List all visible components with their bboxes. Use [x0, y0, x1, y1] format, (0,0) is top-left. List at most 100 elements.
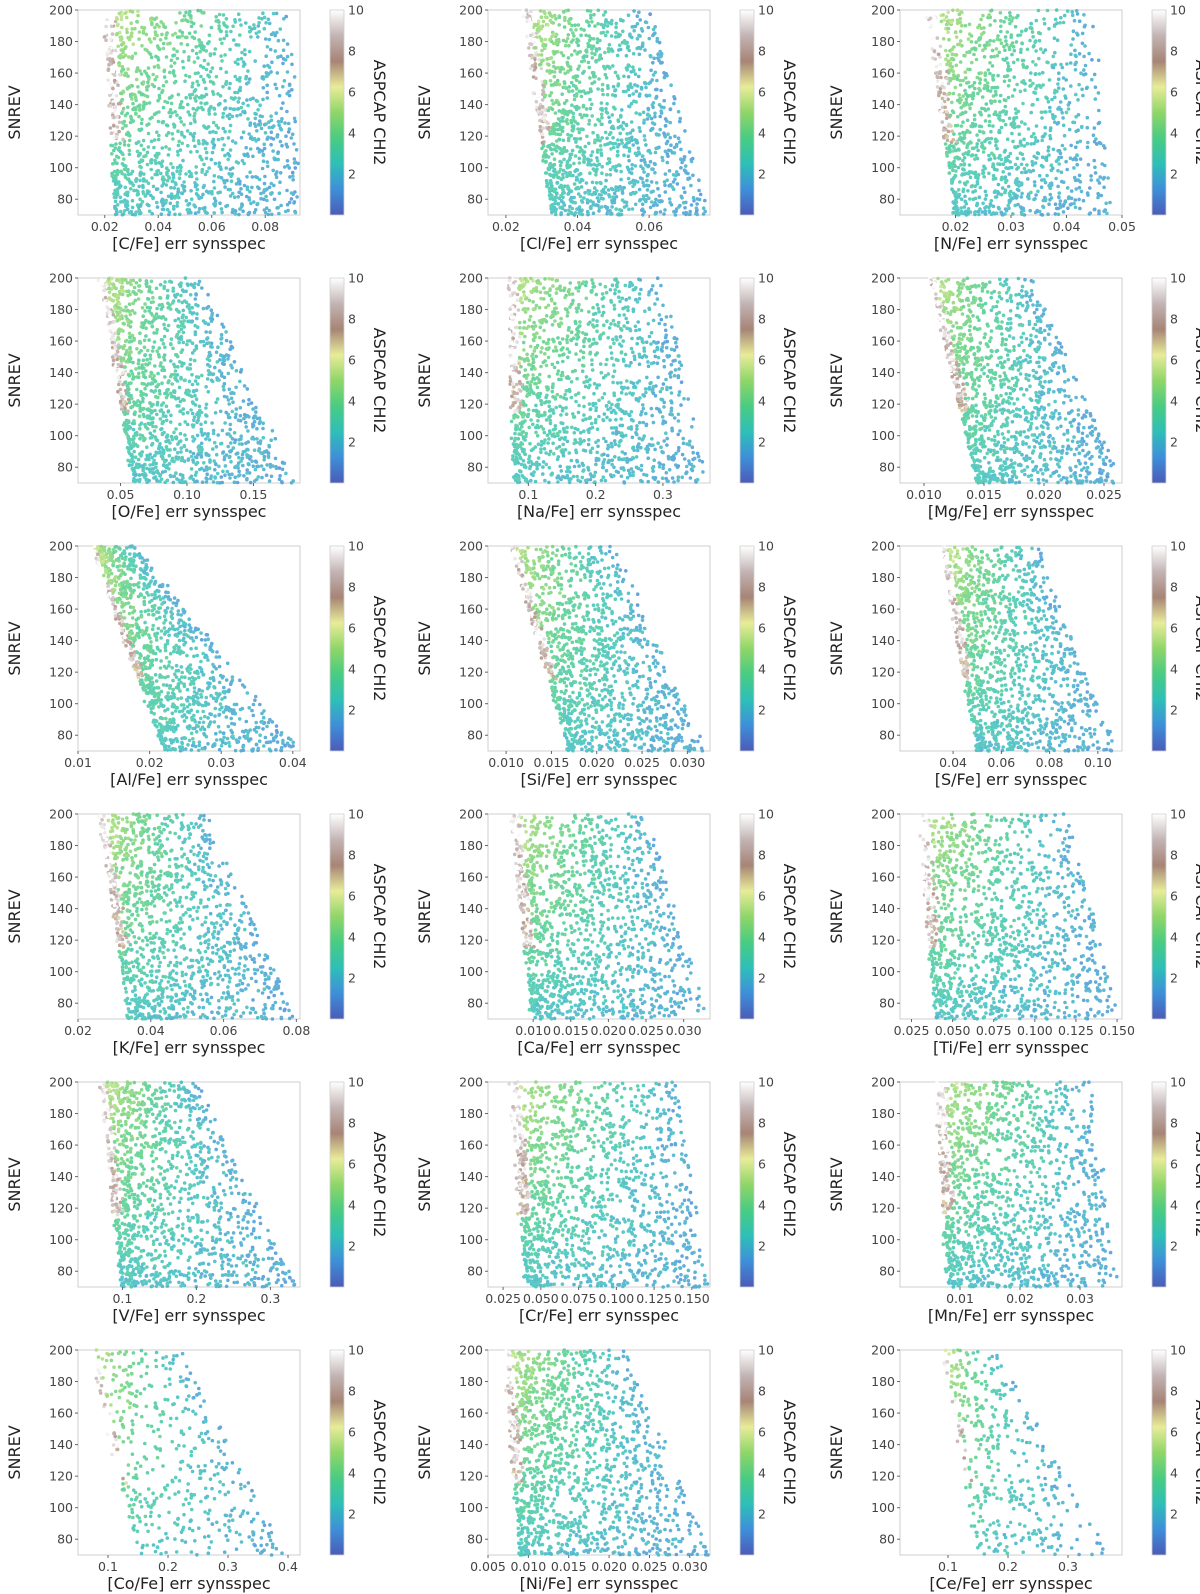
- scatter-point: [204, 150, 209, 155]
- scatter-point: [133, 26, 137, 31]
- scatter-point: [267, 37, 272, 42]
- scatter-point: [142, 345, 147, 350]
- scatter-point: [163, 480, 167, 485]
- scatter-point: [193, 71, 198, 76]
- scatter-point: [229, 179, 234, 183]
- scatter-point: [134, 77, 139, 82]
- scatter-point: [290, 88, 294, 92]
- scatter-point: [973, 170, 978, 175]
- scatter-point: [230, 114, 235, 119]
- scatter-point: [191, 477, 196, 482]
- y-tick-label: 140: [459, 97, 483, 112]
- x-axis-label: [N/Fe] err synsspec: [934, 234, 1088, 253]
- scatter-point: [116, 47, 121, 52]
- scatter-point: [282, 165, 287, 169]
- scatter-point: [161, 448, 166, 452]
- scatter-point: [1065, 62, 1069, 66]
- scatter-point: [1006, 203, 1010, 208]
- scatter-point: [1069, 143, 1073, 148]
- scatter-point: [1053, 212, 1058, 216]
- scatter-point: [160, 197, 165, 202]
- scatter-point: [644, 163, 648, 167]
- scatter-point: [958, 16, 963, 21]
- scatter-point: [604, 76, 609, 80]
- scatter-point: [275, 71, 280, 75]
- scatter-point: [1108, 200, 1112, 205]
- scatter-point: [591, 200, 595, 205]
- scatter-point: [192, 36, 197, 40]
- scatter-point: [196, 210, 201, 214]
- scatter-point: [119, 17, 124, 22]
- scatter-point: [248, 480, 253, 485]
- scatter-point: [144, 279, 149, 283]
- scatter-point: [1004, 156, 1008, 160]
- scatter-point: [281, 61, 285, 66]
- scatter-point: [1101, 177, 1106, 181]
- scatter-point: [689, 183, 693, 188]
- scatter-point: [223, 129, 227, 134]
- scatter-point: [614, 188, 618, 192]
- scatter-point: [123, 167, 128, 171]
- scatter-point: [219, 167, 223, 171]
- y-tick-label: 100: [49, 160, 73, 175]
- scatter-point: [229, 391, 233, 396]
- scatter-point: [211, 137, 216, 142]
- scatter-point: [626, 13, 631, 17]
- scatter-point: [651, 60, 655, 65]
- scatter-point: [255, 437, 259, 441]
- scatter-point: [654, 181, 659, 185]
- scatter-point: [219, 176, 224, 180]
- scatter-point: [663, 190, 668, 194]
- scatter-point: [179, 350, 183, 355]
- scatter-point: [108, 37, 113, 41]
- scatter-point: [125, 193, 130, 198]
- scatter-point: [221, 13, 226, 17]
- scatter-point: [566, 33, 571, 37]
- scatter-point: [170, 132, 175, 136]
- scatter-point: [1021, 101, 1025, 106]
- scatter-point: [597, 47, 602, 51]
- scatter-point: [244, 194, 249, 199]
- scatter-point: [111, 69, 116, 74]
- scatter-point: [976, 209, 981, 214]
- scatter-point: [269, 136, 273, 140]
- scatter-point: [131, 101, 135, 106]
- scatter-point: [118, 195, 123, 200]
- scatter-point: [553, 169, 557, 174]
- scatter-point: [668, 107, 673, 112]
- scatter-point: [573, 200, 577, 205]
- scatter-point: [151, 72, 155, 77]
- scatter-point: [966, 189, 970, 193]
- scatter-point: [949, 164, 954, 168]
- scatter-point: [1057, 162, 1061, 166]
- scatter-point: [1048, 134, 1052, 138]
- scatter-point: [996, 205, 1001, 210]
- scatter-point: [1048, 186, 1052, 190]
- scatter-point: [293, 210, 298, 215]
- scatter-point: [641, 41, 645, 45]
- scatter-point: [662, 131, 666, 135]
- scatter-point: [557, 40, 561, 44]
- scatter-point: [241, 101, 245, 106]
- scatter-point: [224, 70, 229, 74]
- scatter-point: [264, 71, 269, 75]
- scatter-point: [194, 51, 199, 56]
- scatter-point: [1040, 116, 1044, 120]
- scatter-point: [1014, 115, 1019, 120]
- scatter-point: [240, 202, 244, 206]
- scatter-point: [588, 171, 592, 175]
- scatter-point: [117, 146, 121, 150]
- scatter-point: [606, 84, 610, 88]
- scatter-point: [968, 93, 973, 98]
- scatter-point: [260, 114, 265, 119]
- scatter-point: [210, 150, 215, 155]
- scatter-point: [213, 199, 218, 203]
- scatter-point: [961, 158, 965, 163]
- scatter-point: [1003, 175, 1008, 179]
- scatter-point: [137, 30, 142, 34]
- scatter-point: [930, 36, 935, 41]
- scatter-point: [146, 382, 151, 386]
- scatter-point: [238, 182, 242, 186]
- scatter-point: [959, 124, 964, 128]
- scatter-point: [207, 33, 212, 37]
